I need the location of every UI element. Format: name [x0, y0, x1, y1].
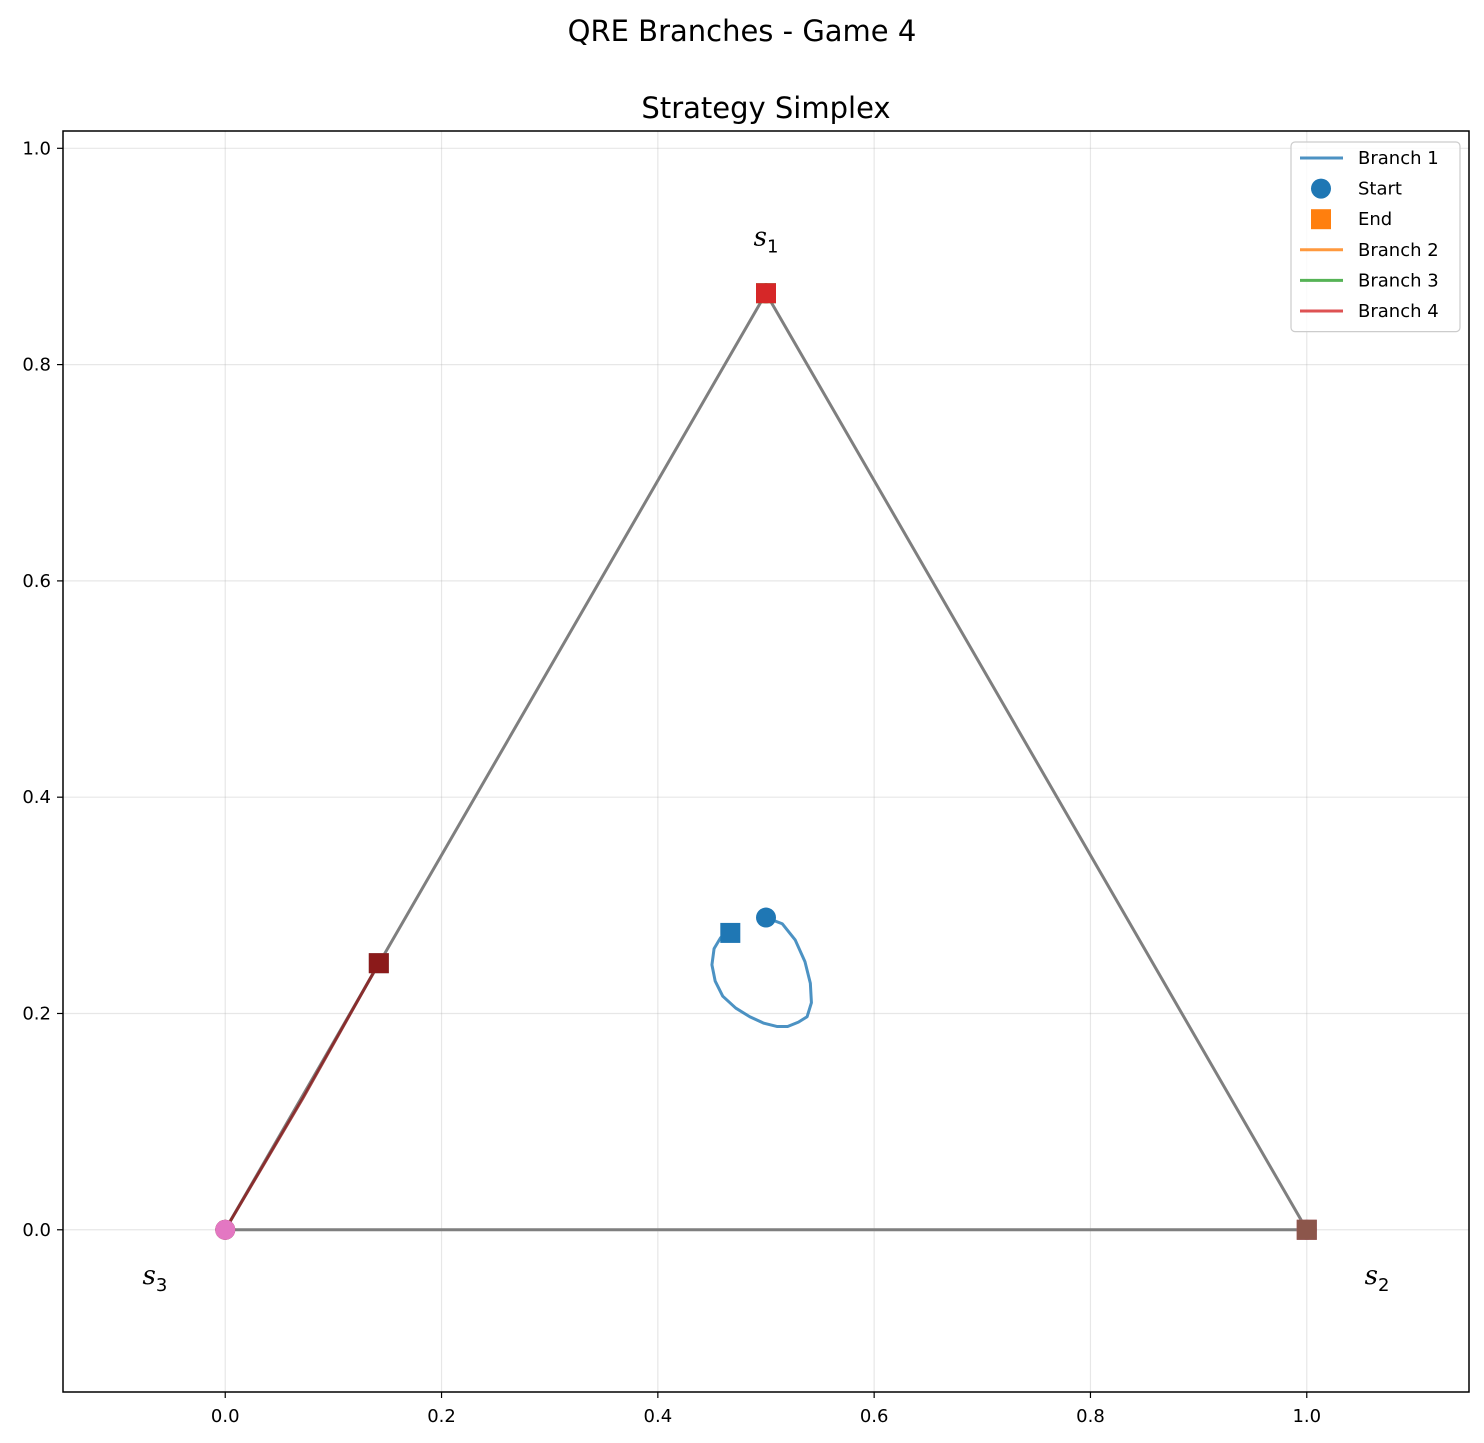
vertex-labels: s1 s2 s3: [143, 223, 1390, 1296]
legend-label-3: End: [1358, 209, 1392, 230]
x-tick-label-5: 1.0: [1292, 1406, 1321, 1427]
legend-circle-2: [1311, 178, 1331, 199]
y-tick-label-5: 1.0: [22, 138, 51, 159]
legend-label-1: Branch 1: [1358, 148, 1439, 169]
legend: Branch 1 Start End Branch 2 Branch 3 Branch 4: [1290, 141, 1461, 333]
series-end-marker-8: [368, 953, 389, 974]
series-end-marker-1: [720, 922, 741, 943]
legend-label-4: Branch 2: [1358, 240, 1439, 261]
chart-title: Strategy Simplex: [641, 91, 890, 125]
x-tick-label-0: 0.0: [211, 1406, 240, 1427]
legend-label-5: Branch 3: [1358, 270, 1439, 291]
x-tick-label-2: 0.4: [644, 1406, 673, 1427]
x-tick-label-3: 0.6: [860, 1406, 889, 1427]
simplex-outline: [223, 290, 1310, 1232]
series-end-marker-4: [756, 283, 776, 304]
series-end-marker-6: [1296, 1219, 1317, 1240]
series-start-marker-1: [756, 907, 776, 928]
legend-label-2: Start: [1358, 179, 1402, 200]
vertex-label-1: s1: [754, 223, 779, 258]
y-tick-label-0: 0.0: [22, 1220, 51, 1241]
series-start-marker-9: [215, 1219, 236, 1240]
figure-suptitle: QRE Branches - Game 4: [568, 14, 917, 48]
y-tick-label-1: 0.2: [22, 1003, 51, 1024]
y-axis: 0.0 0.2 0.4 0.6 0.8 1.0: [22, 138, 63, 1241]
y-tick-label-3: 0.6: [22, 571, 51, 592]
legend-box: [1290, 141, 1461, 333]
y-tick-label-4: 0.8: [22, 355, 51, 376]
x-tick-label-1: 0.2: [427, 1406, 456, 1427]
series-line-8: [223, 962, 381, 1231]
vertex-label-2: s2: [1365, 1261, 1390, 1296]
y-tick-label-2: 0.4: [22, 787, 51, 808]
legend-square-3: [1311, 209, 1331, 230]
series-line-1: [710, 916, 813, 1028]
axes-frame: [62, 130, 1470, 1393]
x-axis: 0.0 0.2 0.4 0.6 0.8 1.0: [211, 1392, 1321, 1427]
x-tick-label-4: 0.8: [1076, 1406, 1105, 1427]
legend-label-6: Branch 4: [1358, 301, 1439, 322]
plot-area: [215, 283, 1317, 1240]
vertex-label-3: s3: [143, 1261, 168, 1296]
grid-lines: [63, 131, 1469, 1392]
